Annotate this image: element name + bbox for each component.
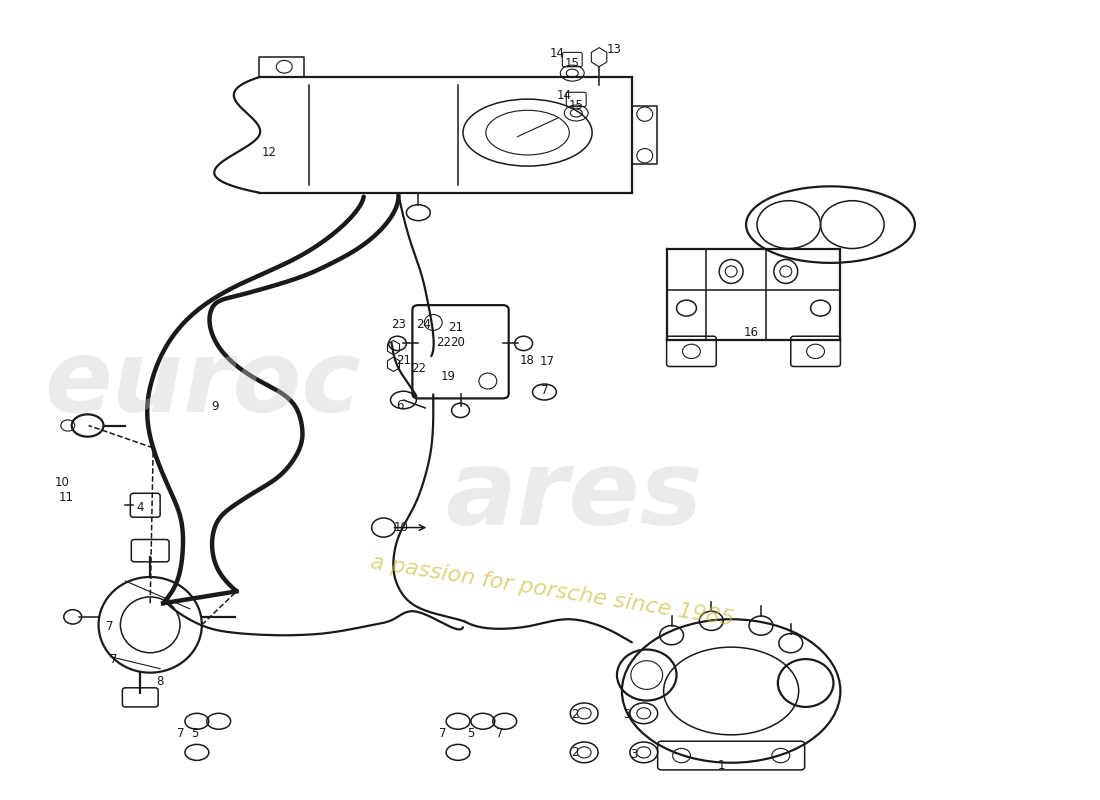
Text: 20: 20 [451, 336, 465, 349]
Text: 7: 7 [496, 726, 504, 740]
Text: 22: 22 [436, 336, 451, 349]
Text: 7: 7 [110, 653, 118, 666]
Text: 22: 22 [410, 362, 426, 374]
Text: 13: 13 [606, 42, 621, 56]
Text: 7: 7 [541, 384, 548, 397]
Text: 7: 7 [439, 726, 447, 740]
Text: 7: 7 [177, 726, 185, 740]
Text: 12: 12 [262, 146, 277, 159]
Text: 2: 2 [572, 708, 579, 721]
Text: 18: 18 [520, 354, 535, 366]
Text: 8: 8 [156, 675, 164, 688]
Text: 3: 3 [624, 708, 630, 721]
Text: 14: 14 [557, 89, 572, 102]
Text: 23: 23 [390, 318, 406, 330]
Text: 21: 21 [449, 321, 463, 334]
Text: 17: 17 [540, 355, 554, 368]
Text: 21: 21 [396, 354, 411, 366]
Text: 19: 19 [441, 370, 455, 382]
Text: 9: 9 [211, 400, 219, 413]
Text: ares: ares [446, 445, 703, 546]
Text: 3: 3 [630, 748, 638, 762]
Text: 10: 10 [54, 477, 69, 490]
Text: 15: 15 [564, 57, 580, 70]
Text: a passion for porsche since 1985: a passion for porsche since 1985 [370, 553, 736, 630]
Text: 1: 1 [717, 758, 725, 772]
Text: 15: 15 [569, 98, 584, 111]
Text: 24: 24 [416, 318, 431, 330]
Text: 5: 5 [191, 726, 199, 740]
Text: 5: 5 [468, 726, 475, 740]
Text: 4: 4 [136, 501, 144, 514]
Text: 7: 7 [106, 620, 113, 633]
Text: 16: 16 [744, 326, 759, 338]
Text: 10: 10 [394, 521, 409, 534]
Text: 11: 11 [58, 490, 74, 504]
Text: 14: 14 [550, 46, 565, 60]
Text: 6: 6 [396, 399, 404, 412]
Text: 2: 2 [572, 746, 579, 759]
Text: euroc: euroc [45, 335, 361, 433]
